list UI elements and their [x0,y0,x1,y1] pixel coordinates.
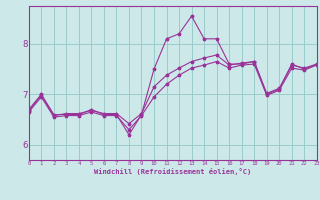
X-axis label: Windchill (Refroidissement éolien,°C): Windchill (Refroidissement éolien,°C) [94,168,252,175]
